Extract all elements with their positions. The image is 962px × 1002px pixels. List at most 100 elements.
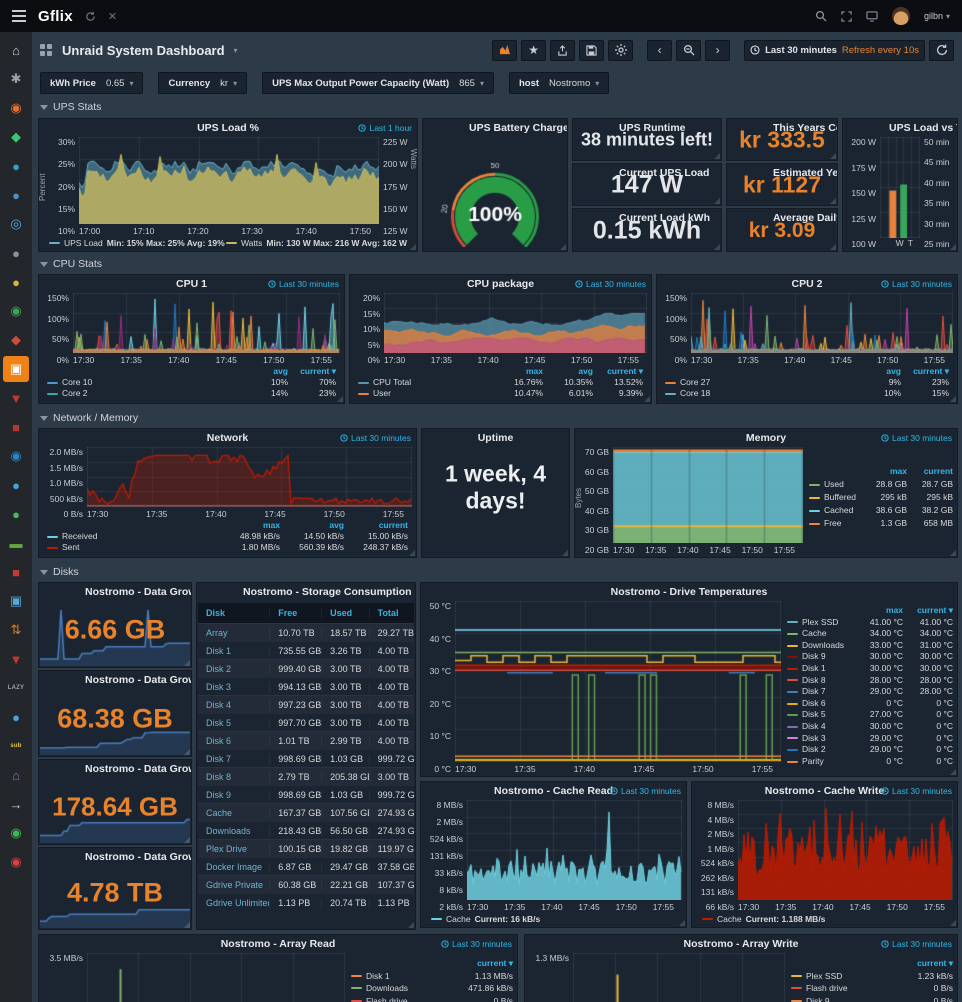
variable-currency[interactable]: Currency kr ▾ <box>158 72 248 94</box>
legend-column-header[interactable]: max <box>525 366 543 376</box>
sidebar-item-home-icon[interactable]: ⌂ <box>12 42 20 58</box>
sidebar-item-shortcut-9-icon[interactable]: ▼ <box>9 390 23 406</box>
legend-column-header[interactable]: current ▾ <box>913 366 949 376</box>
zoom-out-button[interactable] <box>676 39 702 61</box>
panel-title[interactable]: Average Daily Cost <box>773 212 837 224</box>
row-header-network-memory[interactable]: Network / Memory <box>40 412 138 424</box>
legend-column-header[interactable]: avg <box>886 366 901 376</box>
time-forward-button[interactable]: › <box>705 39 731 61</box>
sidebar-item-shortcut-22-icon[interactable]: ◉ <box>10 854 22 869</box>
sidebar-item-shortcut-1-icon[interactable]: ◉ <box>10 100 22 115</box>
sidebar-item-shortcut-17-icon[interactable]: ⇅ <box>10 622 22 637</box>
legend-series[interactable]: Plex SSD 41.00 °C 41.00 °C <box>787 617 953 629</box>
legend-series[interactable]: Sent 1.80 MB/s 560.39 kB/s 248.37 kB/s <box>47 542 408 553</box>
table-column-header[interactable]: Total <box>368 608 414 618</box>
legend-series[interactable]: Disk 1 30.00 °C 30.00 °C <box>787 663 953 675</box>
sidebar-item-sub-badge[interactable]: sub <box>10 743 22 749</box>
fullscreen-icon[interactable] <box>841 10 852 22</box>
panel-title[interactable]: UPS Runtime <box>619 122 686 134</box>
panel-title[interactable]: Network <box>206 432 249 444</box>
variable-value[interactable]: kr ▾ <box>220 78 237 89</box>
panel-title[interactable]: CPU 1 <box>176 278 207 290</box>
panel-title[interactable]: Nostromo - Drive Temperatures <box>610 586 768 598</box>
legend-series[interactable]: Disk 3 29.00 °C 0 °C <box>787 733 953 745</box>
legend-series[interactable]: Buffered 295 kB 295 kB <box>809 491 953 504</box>
time-range-picker[interactable]: Last 30 minutes Refresh every 10s <box>744 39 925 61</box>
legend-series[interactable]: Disk 4 30.00 °C 0 °C <box>787 721 953 733</box>
variable-host[interactable]: host Nostromo ▾ <box>508 72 610 94</box>
panel-time-range[interactable]: Last 1 hour <box>358 123 412 133</box>
row-header-disks[interactable]: Disks <box>40 566 79 578</box>
sidebar-item-logout-icon[interactable]: → <box>9 796 23 812</box>
legend-series[interactable]: Used 28.8 GB 28.7 GB <box>809 478 953 491</box>
sidebar-item-lazy-badge[interactable]: LAZY <box>7 685 25 691</box>
legend-series[interactable]: Free 1.3 GB 658 MB <box>809 517 953 530</box>
kiosk-mode-icon[interactable] <box>866 10 878 22</box>
sidebar-item-shortcut-7-icon[interactable]: ◉ <box>10 303 22 318</box>
table-column-header[interactable]: Used <box>321 608 369 618</box>
panel-time-range[interactable]: Last 30 minutes <box>340 433 411 443</box>
share-button[interactable] <box>550 39 576 61</box>
refresh-button[interactable] <box>929 39 954 61</box>
chart-plot-area[interactable] <box>455 601 781 762</box>
sidebar-item-shortcut-20-icon[interactable]: ⌂ <box>12 767 20 783</box>
panel-title[interactable]: UPS Battery Charge <box>469 122 567 134</box>
legend-series[interactable]: Cache Current: 1.188 MB/s <box>702 914 825 924</box>
panel-title[interactable]: Current UPS Load <box>619 167 710 179</box>
panel-time-range[interactable]: Last 30 minutes <box>881 786 952 796</box>
settings-button[interactable] <box>608 39 634 61</box>
legend-column-header[interactable]: max <box>889 466 907 476</box>
legend-series[interactable]: Disk 9 0 B/s <box>791 995 953 1002</box>
legend-series[interactable]: Disk 2 29.00 °C 0 °C <box>787 744 953 756</box>
legend-series[interactable]: Watts Min: 130 W Max: 216 W Avg: 162 W <box>225 238 407 248</box>
legend-series[interactable]: Plex SSD 1.23 kB/s <box>791 970 953 983</box>
legend-series[interactable]: Flash drive 0 B/s <box>791 982 953 995</box>
panel-title[interactable]: Nostromo - Cache Read <box>493 785 614 797</box>
panel-title[interactable]: Current Load kWh <box>619 212 710 224</box>
legend-column-header[interactable]: current <box>378 520 408 530</box>
panel-time-range[interactable]: Last 30 minutes <box>268 279 339 289</box>
chart-plot-area[interactable] <box>691 293 953 353</box>
panel-title[interactable]: Nostromo - Storage Consumption <box>243 586 412 598</box>
legend-series[interactable]: User 10.47% 6.01% 9.39% <box>358 388 643 399</box>
sidebar-item-shortcut-15-icon[interactable]: ■ <box>12 564 20 580</box>
legend-column-header[interactable]: current ▾ <box>917 958 953 968</box>
chart-plot-area[interactable] <box>613 447 803 543</box>
row-header-ups-stats[interactable]: UPS Stats <box>40 101 101 113</box>
panel-title[interactable]: This Years Cost <box>773 122 837 134</box>
variable-kwh-price[interactable]: kWh Price 0.65 ▾ <box>40 72 144 94</box>
panel-title[interactable]: UPS Load vs Time left <box>889 122 957 134</box>
sidebar-item-shortcut-3-icon[interactable]: ● <box>12 158 20 174</box>
legend-column-header[interactable]: max <box>885 605 903 615</box>
legend-series[interactable]: Disk 5 27.00 °C 0 °C <box>787 709 953 721</box>
table-column-header[interactable]: Free <box>269 608 321 618</box>
table-column-header[interactable]: Disk <box>206 608 226 618</box>
legend-series[interactable]: Core 10 10% 70% <box>47 377 336 388</box>
sidebar-item-shortcut-2-icon[interactable]: ◆ <box>11 129 21 144</box>
search-icon[interactable] <box>815 10 827 22</box>
sidebar-item-shortcut-12-icon[interactable]: ● <box>12 477 20 493</box>
panel-title[interactable]: CPU 2 <box>791 278 823 290</box>
chart-plot-area[interactable] <box>73 293 340 353</box>
chart-plot-area[interactable] <box>87 447 412 507</box>
sidebar-item-shortcut-6-icon[interactable]: ● <box>12 274 20 290</box>
legend-column-header[interactable]: avg <box>273 366 288 376</box>
panel-title[interactable]: UPS Load % <box>197 122 259 134</box>
sidebar-item-shortcut-8-icon[interactable]: ◆ <box>11 332 21 347</box>
legend-series[interactable]: Received 48.98 kB/s 14.50 kB/s 15.00 kB/s <box>47 531 408 542</box>
user-menu[interactable]: gilbn ▾ <box>924 11 950 21</box>
legend-series[interactable]: Core 27 9% 23% <box>665 377 949 388</box>
chart-plot-area[interactable] <box>79 137 379 224</box>
save-button[interactable] <box>579 39 605 61</box>
row-header-cpu-stats[interactable]: CPU Stats <box>40 258 102 270</box>
panel-time-range[interactable]: Last 30 minutes <box>441 939 512 949</box>
legend-series[interactable]: Downloads 471.86 kB/s <box>351 982 513 995</box>
legend-series[interactable]: Parity 0 °C 0 °C <box>787 756 953 768</box>
sidebar-item-shortcut-21-icon[interactable]: ◉ <box>10 825 22 840</box>
sidebar-item-shortcut-19-icon[interactable]: ● <box>12 709 20 725</box>
legend-column-header[interactable]: current ▾ <box>300 366 336 376</box>
variable-value[interactable]: 865 ▾ <box>459 78 484 89</box>
sidebar-item-search-icon[interactable]: ◎ <box>10 216 22 231</box>
sidebar-item-shortcut-16-icon[interactable]: ▣ <box>9 593 23 608</box>
panel-title[interactable]: Nostromo - Cache Write <box>764 785 885 797</box>
